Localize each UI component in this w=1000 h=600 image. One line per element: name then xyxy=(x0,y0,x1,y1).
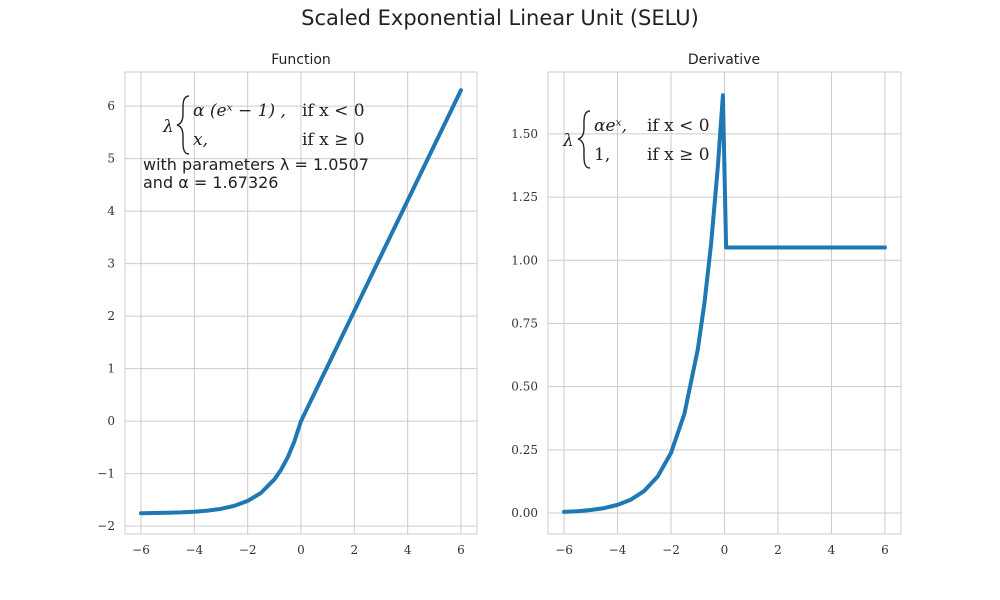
parameters-line: with parameters λ = 1.0507 xyxy=(143,155,369,174)
y-tick-label: 0.00 xyxy=(511,506,538,520)
derivative-panel: −6 −4 −2 0 2 4 6 0.000.250.500.751.001.251.50 … xyxy=(511,52,902,557)
x-tick-label: 4 xyxy=(828,543,836,557)
x-tick-label: 2 xyxy=(351,543,359,557)
case1-condition: if x < 0 xyxy=(647,116,710,136)
y-tick-label: 5 xyxy=(107,152,115,166)
x-tick-label: −6 xyxy=(132,543,150,557)
case1-condition: if x < 0 xyxy=(302,101,365,121)
y-tick-label: −1 xyxy=(97,467,115,481)
case1-expression: αeˣ, xyxy=(594,116,627,136)
y-tick-label: −2 xyxy=(97,519,115,533)
derivative-x-ticks: −6 −4 −2 0 2 4 6 xyxy=(555,543,889,557)
y-tick-label: 1.00 xyxy=(511,253,538,267)
selu-derivative-line xyxy=(562,93,887,514)
alpha-line: and α = 1.67326 xyxy=(143,173,278,192)
y-tick-label: 2 xyxy=(107,309,115,323)
x-tick-label: 2 xyxy=(774,543,782,557)
figure-title: Scaled Exponential Linear Unit (SELU) xyxy=(301,6,699,30)
x-tick-label: −4 xyxy=(185,543,203,557)
x-tick-label: −6 xyxy=(555,543,573,557)
case2-expression: 1, xyxy=(594,145,610,165)
case2-condition: if x ≥ 0 xyxy=(302,130,365,150)
y-tick-label: 0 xyxy=(107,414,115,428)
derivative-formula-annotation: λ αeˣ, if x < 0 1, if x ≥ 0 xyxy=(562,110,710,169)
selu-function-line xyxy=(139,88,463,516)
x-tick-label: 6 xyxy=(457,543,465,557)
case1-expression: α (eˣ − 1) , xyxy=(193,101,286,121)
function-panel: −6 −4 −2 0 2 4 6 −2 −1 0 1 2 3 4 5 6 Function λ α (eˣ … xyxy=(97,52,478,557)
case2-condition: if x ≥ 0 xyxy=(647,145,710,165)
derivative-y-ticks: 0.00 0.25 0.50 0.75 1.00 1.25 1.50 xyxy=(511,127,538,520)
function-grid xyxy=(125,72,477,534)
left-brace-icon xyxy=(577,110,591,169)
x-tick-label: −2 xyxy=(239,543,257,557)
x-tick-label: 6 xyxy=(881,543,889,557)
case2-expression: x, xyxy=(193,130,208,150)
function-panel-title: Function xyxy=(271,52,331,68)
y-tick-label: 1 xyxy=(107,362,115,376)
y-tick-label: 4 xyxy=(107,204,115,218)
lambda-symbol: λ xyxy=(162,117,174,137)
y-tick-label: 0.25 xyxy=(511,443,538,457)
function-y-ticks: −2 −1 0 1 2 3 4 5 6 xyxy=(97,99,115,533)
lambda-symbol: λ xyxy=(562,131,574,151)
x-tick-label: −4 xyxy=(609,543,627,557)
x-tick-label: −2 xyxy=(662,543,680,557)
left-brace-icon xyxy=(176,95,190,155)
y-tick-label: 6 xyxy=(107,99,115,113)
x-tick-label: 0 xyxy=(297,543,305,557)
function-x-ticks: −6 −4 −2 0 2 4 6 xyxy=(132,543,465,557)
y-tick-label: 0.75 xyxy=(511,316,538,330)
y-tick-label: 1.50 xyxy=(511,127,538,141)
x-tick-label: 4 xyxy=(404,543,412,557)
derivative-panel-title: Derivative xyxy=(688,52,760,68)
x-tick-label: 0 xyxy=(721,543,729,557)
y-tick-label: 0.50 xyxy=(511,380,538,394)
y-tick-label: 1.25 xyxy=(511,190,538,204)
y-tick-label: 3 xyxy=(107,257,115,271)
function-formula-annotation: λ α (eˣ − 1) , if x < 0 x, if x ≥ 0 with… xyxy=(143,95,369,192)
derivative-grid xyxy=(548,72,901,534)
